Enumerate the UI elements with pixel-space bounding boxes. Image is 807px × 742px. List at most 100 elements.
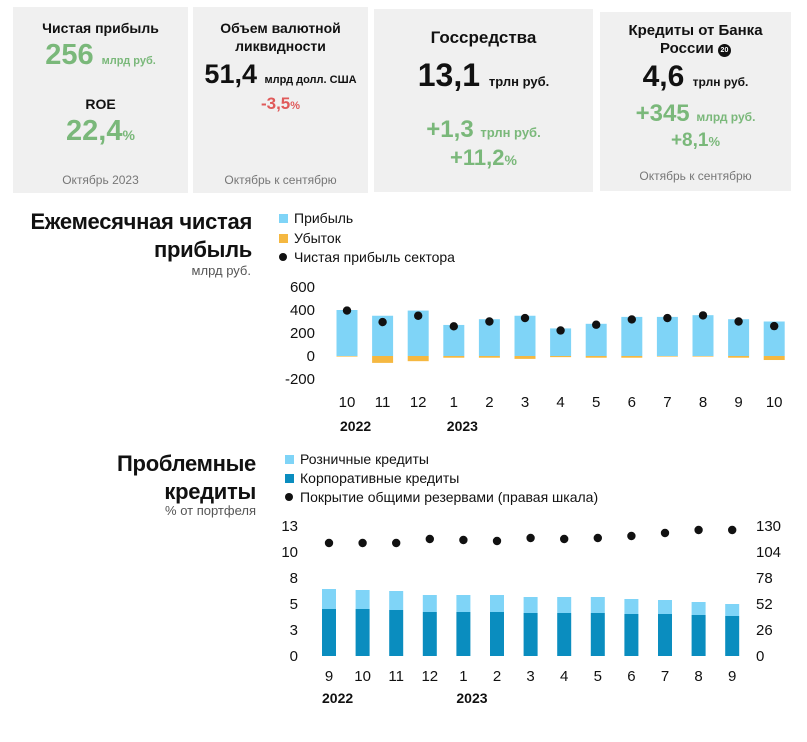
loss-bar [550,356,572,358]
profit-xtick-label: 10 [339,394,356,411]
fx-liquidity-change: -3,5 [260,94,291,113]
corporate-bar [422,612,437,656]
profit-bar [372,315,394,356]
cbr-loans-change-unit: млрд руб. [696,110,756,124]
profit-xtick-label: 3 [521,394,529,411]
profit-xtick-label: 8 [699,394,707,411]
net-profit-label: Чистая прибыль [42,20,159,36]
gov-funds-change-unit: трлн руб. [480,125,541,140]
profit-xtick-label: 6 [628,394,636,411]
roe-unit: % [122,127,135,143]
loss-bar [407,356,429,362]
profit-chart-subtitle: млрд руб. [191,263,251,278]
npl-y2tick-label: 0 [756,648,764,665]
coverage-dot [526,533,535,543]
legend-loss-swatch [279,234,288,243]
sector-profit-dot [342,306,352,315]
npl-y2tick-label: 26 [756,622,773,639]
retail-bar [557,597,572,613]
retail-bar [725,604,740,616]
profit-bar [656,316,678,356]
npl-xtick-label: 9 [728,668,736,685]
cbr-loans-value: 4,6 [642,60,685,93]
npl-ytick-label: 0 [290,648,298,665]
coverage-dot [392,538,401,548]
sector-profit-dot [734,317,743,326]
npl-xtick-label: 2 [493,668,501,685]
loss-bar [585,356,607,358]
profit-ytick-label: 200 [290,325,315,342]
npl-chart-title: Проблемные кредиты [117,451,256,504]
profit-xtick-label: 5 [592,394,600,411]
profit-chart-title: Ежемесячная чистая прибыль [30,209,253,262]
legend-corporate: Корпоративные кредиты [285,470,459,486]
npl-xtick-label: 3 [526,668,534,685]
npl-y2tick-label: 78 [756,570,773,587]
retail-bar [490,595,504,612]
profit-xtick-label: 2 [485,394,493,411]
profit-bar [692,315,714,356]
legend-coverage: Покрытие общими резервами (правая шкала) [285,489,598,505]
fx-liquidity-label: Объем валютной ликвидности [220,20,341,54]
cbr-loans-change2: +8,1 [670,130,709,151]
legend-retail: Розничные кредиты [285,451,429,467]
gov-funds-change2-unit: % [504,152,517,168]
loss-bar [763,356,785,361]
npl-xtick-label: 8 [694,668,702,685]
profit-bar [728,319,750,356]
profit-ytick-label: 400 [290,302,315,319]
cbr-loans-unit: трлн руб. [692,75,749,89]
corporate-bar [725,616,740,656]
legend-profit-swatch [279,214,288,223]
loss-bar [478,356,500,358]
retail-bar [624,599,639,614]
corporate-bar [322,609,336,656]
cbr-loans-change2-line: +8,1% [600,130,791,152]
retail-bar [322,589,336,609]
profit-xtick-label: 9 [734,394,742,411]
npl-xtick-label: 7 [661,668,669,685]
legend-retail-swatch [285,455,294,464]
cbr-loans-change: +345 [635,100,690,127]
legend-corporate-label: Корпоративные кредиты [300,470,460,486]
npl-xtick-label: 4 [560,668,568,685]
loss-bar [621,356,643,358]
sector-profit-dot [485,317,494,326]
npl-xtick-label: 10 [354,668,371,685]
net-profit-footer: Октябрь 2023 [62,173,139,187]
corporate-bar [389,610,404,656]
net-profit-unit: млрд руб. [101,55,156,67]
npl-chart-subtitle: % от портфеля [165,503,256,518]
roe-value: 22,4 [66,115,123,147]
fx-liquidity-value: 51,4 [204,59,257,89]
retail-bar [590,597,605,613]
npl-xtick-label: 11 [388,668,404,685]
sector-profit-dot [770,321,779,331]
loss-bar [336,356,358,357]
corporate-bar [624,614,639,656]
retail-bar [523,597,538,613]
profit-bar [336,310,358,356]
cbr-loans-value-line: 4,6 трлн руб. [600,60,791,94]
sector-profit-dot [556,326,565,335]
legend-sector-profit-dot [279,253,287,261]
sector-profit-dot [520,313,530,323]
npl-ytick-label: 8 [290,570,298,587]
corporate-bar [658,614,672,656]
corporate-bar [557,613,572,656]
kpi-card-gov-funds: Госсредства 13,1 трлн руб. +1,3 трлн руб… [374,9,593,192]
fx-liquidity-unit: млрд долл. США [264,74,357,86]
coverage-dot [358,538,367,548]
profit-bar [550,328,572,356]
npl-xtick-label: 12 [421,668,438,685]
npl-ytick-label: 3 [290,622,298,639]
gov-funds-change2-line: +11,2% [374,145,593,171]
gov-funds-value-line: 13,1 трлн руб. [374,57,593,94]
profit-xtick-label: 11 [375,394,391,411]
profit-bar [443,324,465,356]
coverage-dot [593,533,602,543]
npl-ytick-label: 13 [281,518,298,535]
legend-coverage-label: Покрытие общими резервами (правая шкала) [300,489,599,505]
kpi-card-net-profit: Чистая прибыль 256 млрд руб. ROE 22,4% О… [13,7,188,193]
